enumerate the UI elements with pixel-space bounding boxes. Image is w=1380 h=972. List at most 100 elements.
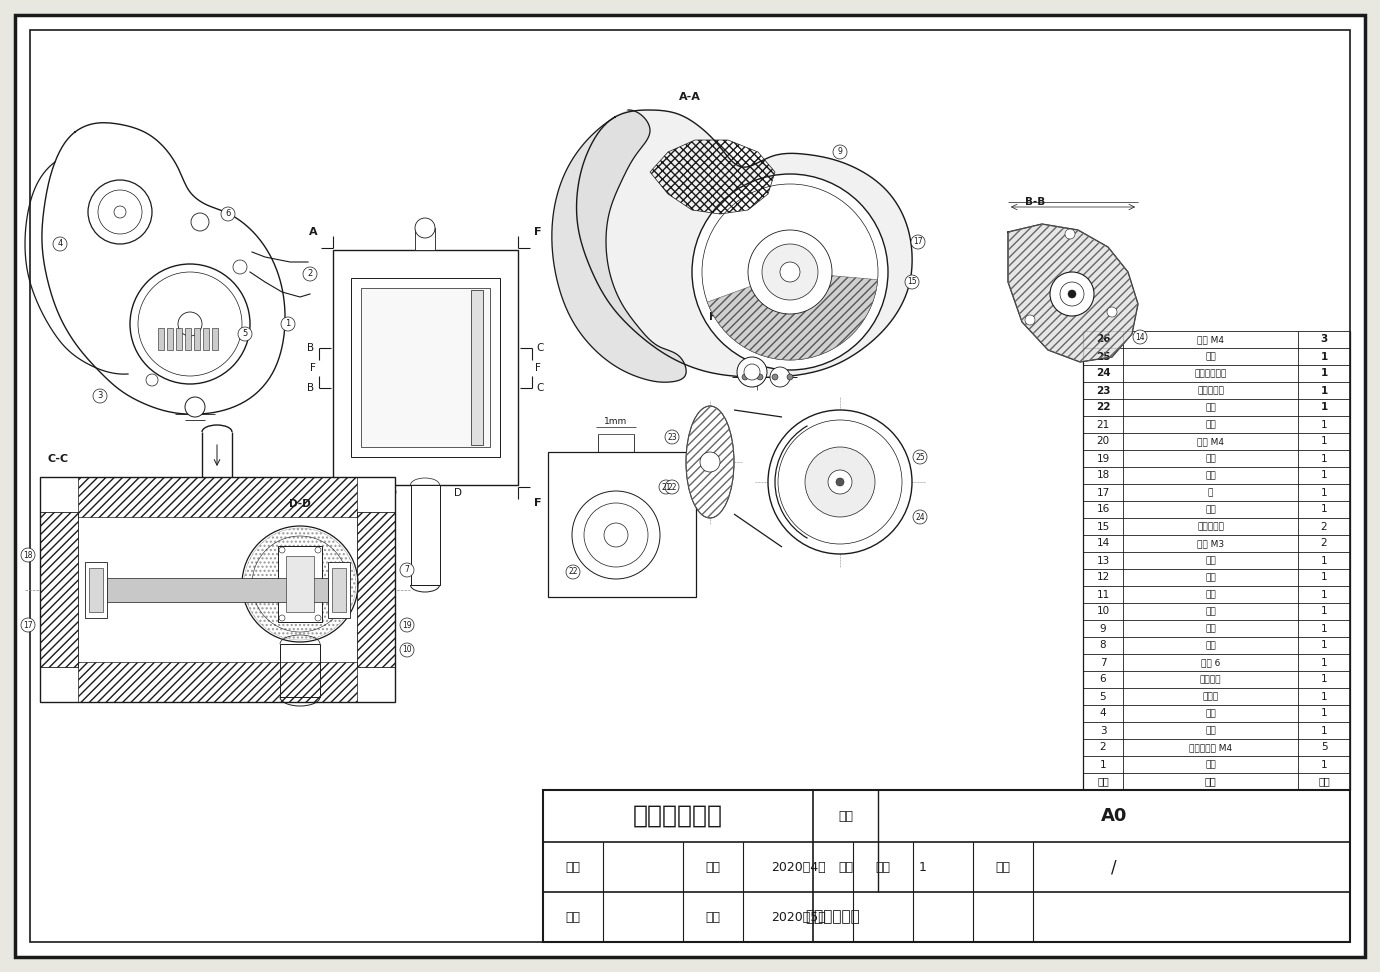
Text: D-D: D-D — [290, 499, 310, 509]
Text: B: B — [308, 343, 315, 353]
Text: 深沟球轴承: 深沟球轴承 — [1196, 522, 1224, 531]
Bar — [542, 790, 1350, 942]
Circle shape — [304, 267, 317, 281]
Circle shape — [233, 260, 247, 274]
Circle shape — [660, 480, 673, 494]
Bar — [362, 288, 490, 447]
Circle shape — [185, 397, 206, 417]
Text: 1mm: 1mm — [604, 418, 628, 427]
Text: 壳体: 壳体 — [1205, 760, 1216, 769]
Circle shape — [241, 526, 357, 642]
Text: 6: 6 — [1100, 675, 1107, 684]
Polygon shape — [1007, 224, 1138, 362]
Circle shape — [415, 218, 435, 238]
Text: 19: 19 — [402, 620, 411, 630]
Text: 17: 17 — [1096, 488, 1110, 498]
Text: 22: 22 — [668, 482, 676, 492]
Text: 18: 18 — [23, 550, 33, 560]
Circle shape — [914, 450, 927, 464]
Text: D: D — [454, 488, 462, 498]
Circle shape — [805, 447, 875, 517]
Text: 21: 21 — [1096, 420, 1110, 430]
Text: 1: 1 — [1321, 725, 1328, 736]
Circle shape — [771, 374, 778, 380]
Text: 25: 25 — [915, 453, 925, 462]
Text: 5: 5 — [243, 330, 247, 338]
Text: 23: 23 — [667, 433, 676, 441]
Bar — [213, 328, 218, 350]
Circle shape — [315, 547, 322, 553]
Circle shape — [400, 563, 414, 577]
Circle shape — [1060, 282, 1085, 306]
Text: 垫圈: 垫圈 — [1205, 471, 1216, 480]
Text: 数量: 数量 — [1318, 777, 1330, 786]
Text: 套筒: 套筒 — [1205, 573, 1216, 582]
Bar — [195, 328, 200, 350]
Text: 2020年5月: 2020年5月 — [770, 911, 825, 923]
Text: 20: 20 — [1097, 436, 1110, 446]
Circle shape — [1107, 307, 1116, 317]
Text: 螺母: 螺母 — [1205, 726, 1216, 735]
Circle shape — [744, 364, 760, 380]
Text: A: A — [309, 498, 317, 508]
Text: 1: 1 — [1321, 556, 1328, 566]
Text: 主轴: 主轴 — [1205, 505, 1216, 514]
Circle shape — [237, 327, 253, 341]
Text: C-C: C-C — [47, 454, 69, 464]
Circle shape — [282, 317, 295, 331]
Circle shape — [665, 480, 679, 494]
Text: 日期: 日期 — [705, 860, 720, 874]
Circle shape — [1068, 290, 1076, 298]
Text: 9: 9 — [1100, 623, 1107, 634]
Text: 1: 1 — [1321, 352, 1328, 362]
Bar — [280, 644, 320, 697]
Bar — [79, 477, 357, 517]
Text: 1: 1 — [1321, 641, 1328, 650]
Text: 1: 1 — [1321, 657, 1328, 668]
Bar — [40, 512, 79, 667]
Text: F: F — [310, 363, 316, 373]
Text: 3: 3 — [1321, 334, 1328, 344]
Circle shape — [700, 452, 720, 472]
Text: 螺母: 螺母 — [1205, 641, 1216, 650]
Circle shape — [92, 389, 108, 403]
Text: 23: 23 — [1096, 386, 1111, 396]
Polygon shape — [577, 110, 912, 377]
Bar — [328, 562, 351, 618]
Text: 端盖: 端盖 — [1205, 607, 1216, 616]
Text: 1: 1 — [1321, 368, 1328, 378]
Text: 11: 11 — [1096, 589, 1110, 600]
Circle shape — [52, 237, 68, 251]
Text: F: F — [534, 498, 542, 508]
Circle shape — [604, 523, 628, 547]
Circle shape — [737, 357, 767, 387]
Circle shape — [914, 510, 927, 524]
Text: 螺栓 M4: 螺栓 M4 — [1196, 437, 1224, 446]
Bar — [333, 250, 518, 485]
Text: 17: 17 — [23, 620, 33, 630]
Text: 2: 2 — [1321, 522, 1328, 532]
Circle shape — [221, 207, 235, 221]
Bar — [108, 578, 328, 602]
Text: D: D — [389, 488, 397, 498]
Text: 螺母 M3: 螺母 M3 — [1196, 539, 1224, 548]
Circle shape — [571, 491, 660, 579]
Polygon shape — [552, 110, 686, 382]
Circle shape — [315, 615, 322, 621]
Text: 5: 5 — [1100, 691, 1107, 702]
Circle shape — [836, 478, 845, 486]
Text: 8: 8 — [1100, 641, 1107, 650]
Text: 7: 7 — [404, 566, 410, 574]
Text: 18: 18 — [1096, 470, 1110, 480]
Text: 1: 1 — [1321, 402, 1328, 412]
Circle shape — [787, 374, 793, 380]
Text: 22: 22 — [1096, 402, 1111, 412]
Bar — [203, 328, 208, 350]
Text: 制图: 制图 — [566, 860, 581, 874]
Text: C: C — [537, 343, 544, 353]
Bar — [411, 485, 440, 585]
Bar — [286, 556, 315, 612]
Wedge shape — [708, 272, 878, 360]
Text: 螺栓: 螺栓 — [1205, 624, 1216, 633]
Text: 1: 1 — [286, 320, 291, 329]
